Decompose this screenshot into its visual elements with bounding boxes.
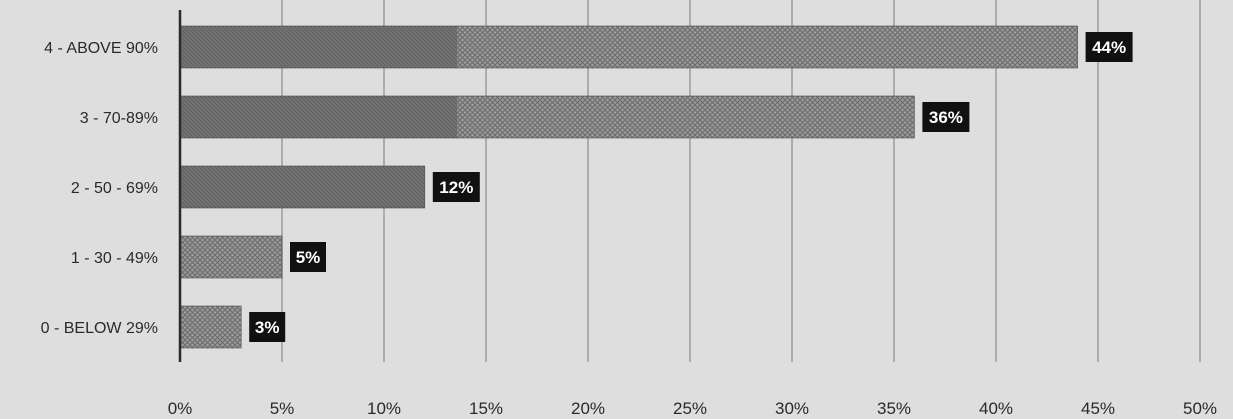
x-tick-label: 5%: [270, 399, 295, 418]
data-label-text: 44%: [1092, 38, 1126, 57]
x-tick-labels: 0% 5% 10% 15% 20% 25% 30% 35% 40% 45% 50%: [168, 399, 1217, 418]
bars: [179, 25, 1078, 349]
category-label: 0 - BELOW 29%: [41, 320, 158, 337]
x-tick-label: 25%: [673, 399, 707, 418]
bar-segment-pattern: [180, 236, 282, 278]
bar: [179, 95, 915, 139]
x-tick-label: 0%: [168, 399, 193, 418]
data-label-box: [1085, 32, 1133, 62]
x-tick-label: 10%: [367, 399, 401, 418]
data-label: 5%: [290, 242, 326, 272]
data-label: 3%: [249, 312, 286, 342]
x-tick-label: 50%: [1183, 399, 1217, 418]
data-labels: 44% 36% 12% 5% 3%: [249, 32, 1133, 342]
bar-segment-solid: [180, 26, 458, 68]
bar: [179, 25, 1078, 69]
bar-segment-solid: [180, 166, 425, 208]
category-label: 1 - 30 - 49%: [71, 250, 158, 267]
bar-segment-pattern: [180, 306, 242, 348]
category-label: 2 - 50 - 69%: [71, 180, 158, 197]
bar-segment-solid: [180, 96, 458, 138]
data-label-text: 12%: [439, 178, 473, 197]
data-label-box: [249, 312, 286, 342]
data-label: 12%: [432, 172, 480, 202]
data-label-box: [290, 242, 326, 272]
category-labels: 4 - ABOVE 90% 3 - 70-89% 2 - 50 - 69% 1 - 3…: [41, 40, 158, 337]
category-label: 3 - 70-89%: [80, 110, 158, 127]
bar-segment-pattern: [457, 26, 1078, 68]
x-tick-label: 35%: [877, 399, 911, 418]
bar-segment-pattern: [457, 96, 915, 138]
x-tick-label: 40%: [979, 399, 1013, 418]
data-label-text: 3%: [255, 318, 280, 337]
x-tick-label: 20%: [571, 399, 605, 418]
x-tick-label: 45%: [1081, 399, 1115, 418]
data-label-text: 36%: [929, 108, 963, 127]
category-label: 4 - ABOVE 90%: [44, 40, 158, 57]
data-label-box: [432, 172, 480, 202]
bar: [179, 165, 426, 209]
data-label-box: [922, 102, 970, 132]
x-tick-label: 15%: [469, 399, 503, 418]
data-label: 44%: [1085, 32, 1133, 62]
data-label: 36%: [922, 102, 970, 132]
bar: [179, 235, 283, 279]
x-tick-label: 30%: [775, 399, 809, 418]
bar: [179, 305, 242, 349]
data-label-text: 5%: [296, 248, 321, 267]
